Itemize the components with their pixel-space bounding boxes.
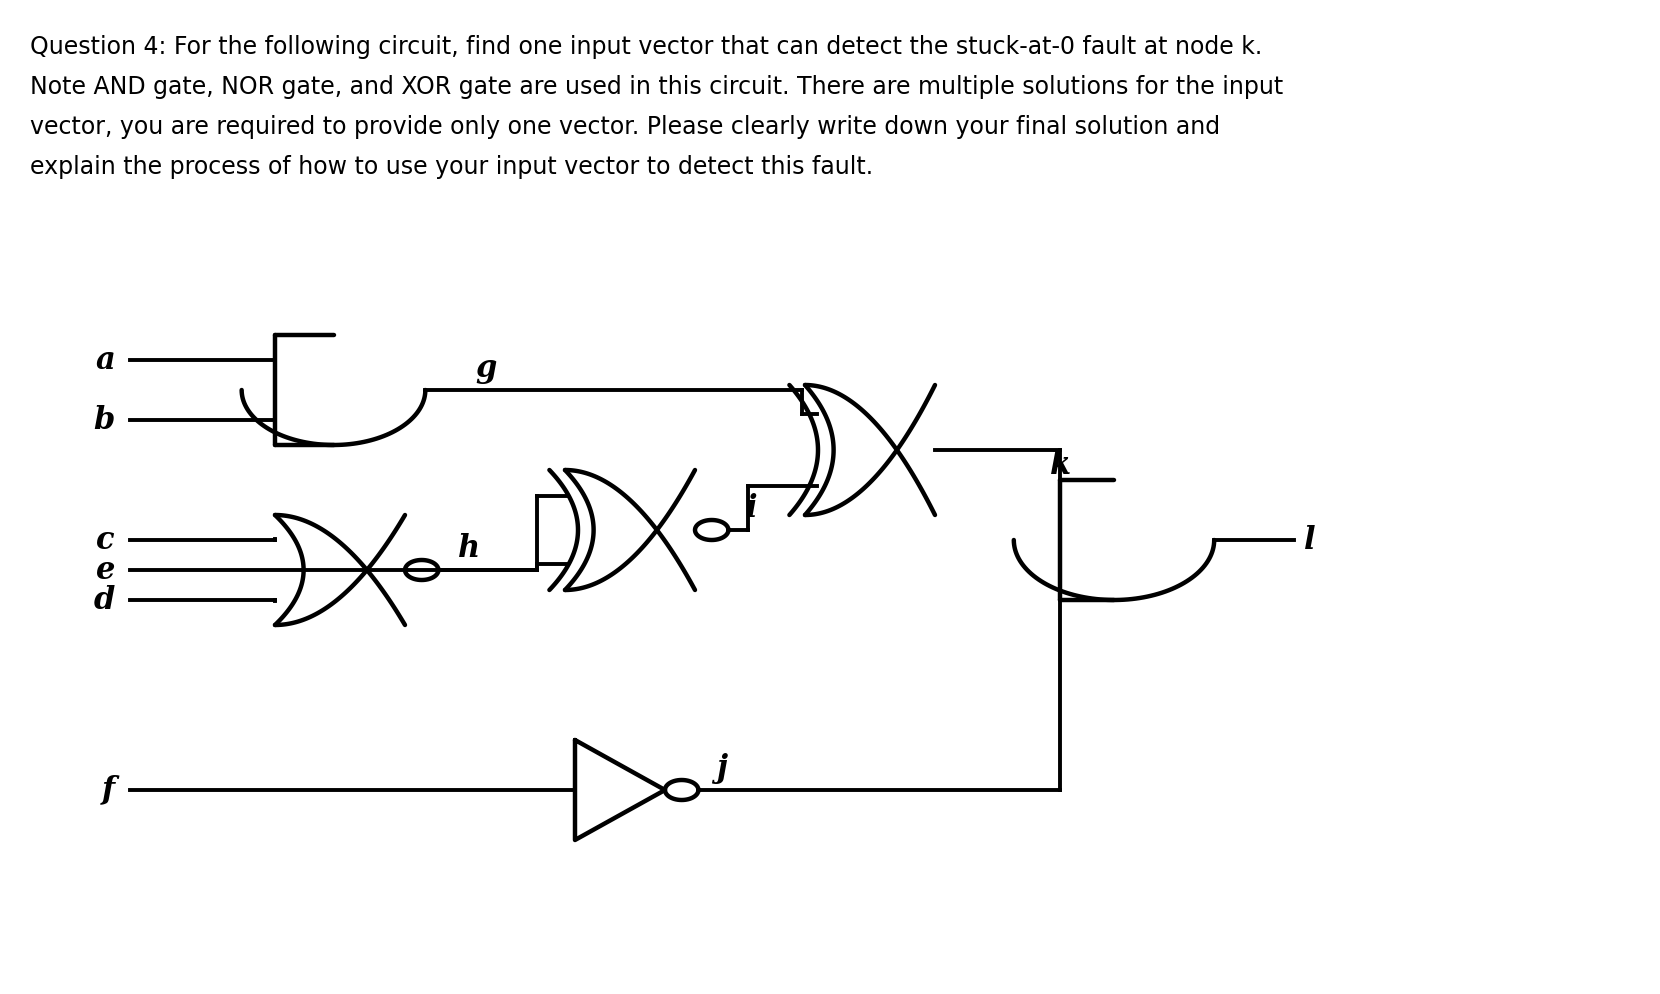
Text: k: k	[1051, 449, 1071, 480]
Text: e: e	[96, 555, 115, 585]
Text: Question 4: For the following circuit, find one input vector that can detect the: Question 4: For the following circuit, f…	[30, 35, 1262, 59]
Text: b: b	[93, 405, 115, 435]
Text: explain the process of how to use your input vector to detect this fault.: explain the process of how to use your i…	[30, 155, 873, 179]
Text: Note AND gate, NOR gate, and XOR gate are used in this circuit. There are multip: Note AND gate, NOR gate, and XOR gate ar…	[30, 75, 1283, 99]
Text: j: j	[717, 752, 727, 783]
Text: d: d	[93, 584, 115, 615]
Text: c: c	[96, 525, 115, 556]
Text: vector, you are required to provide only one vector. Please clearly write down y: vector, you are required to provide only…	[30, 115, 1220, 139]
Text: g: g	[475, 353, 496, 384]
Text: i: i	[747, 492, 759, 524]
Text: h: h	[458, 533, 480, 564]
Text: a: a	[95, 345, 115, 376]
Text: f: f	[101, 774, 115, 805]
Text: l: l	[1305, 525, 1316, 556]
